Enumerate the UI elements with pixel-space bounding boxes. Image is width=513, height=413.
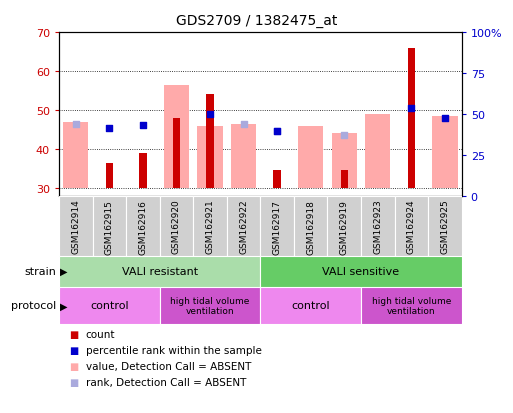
Text: GSM162922: GSM162922 <box>239 199 248 254</box>
Text: high tidal volume
ventilation: high tidal volume ventilation <box>170 296 250 315</box>
Text: rank, Detection Call = ABSENT: rank, Detection Call = ABSENT <box>86 377 246 387</box>
Text: GSM162920: GSM162920 <box>172 199 181 254</box>
Bar <box>273 171 281 188</box>
Bar <box>160 287 260 324</box>
Text: GSM162914: GSM162914 <box>71 199 80 254</box>
Text: strain: strain <box>25 266 56 277</box>
Text: VALI sensitive: VALI sensitive <box>323 266 400 277</box>
Bar <box>227 196 260 256</box>
Bar <box>365 114 390 188</box>
Bar <box>92 196 126 256</box>
Point <box>139 122 147 129</box>
Bar <box>260 256 462 287</box>
Bar <box>294 196 327 256</box>
Text: protocol: protocol <box>11 301 56 311</box>
Bar <box>327 196 361 256</box>
Text: percentile rank within the sample: percentile rank within the sample <box>86 345 262 355</box>
Bar <box>193 196 227 256</box>
Bar <box>361 196 394 256</box>
Text: ■: ■ <box>69 377 78 387</box>
Text: GSM162919: GSM162919 <box>340 199 349 254</box>
Point <box>72 121 80 128</box>
Bar <box>341 171 348 188</box>
Text: GDS2709 / 1382475_at: GDS2709 / 1382475_at <box>176 14 337 28</box>
Point <box>273 129 281 135</box>
Bar <box>160 196 193 256</box>
Point <box>407 105 416 112</box>
Text: GSM162925: GSM162925 <box>441 199 449 254</box>
Text: GSM162917: GSM162917 <box>272 199 282 254</box>
Text: ▶: ▶ <box>60 301 68 311</box>
Bar <box>231 124 256 188</box>
Text: GSM162916: GSM162916 <box>139 199 147 254</box>
Point <box>273 129 281 135</box>
Text: ■: ■ <box>69 361 78 371</box>
Text: GSM162923: GSM162923 <box>373 199 382 254</box>
Bar <box>394 196 428 256</box>
Point <box>206 111 214 118</box>
Text: VALI resistant: VALI resistant <box>122 266 198 277</box>
Bar <box>432 116 458 188</box>
Text: high tidal volume
ventilation: high tidal volume ventilation <box>372 296 451 315</box>
Bar <box>173 119 180 188</box>
Point <box>441 115 449 122</box>
Bar <box>59 196 92 256</box>
Text: control: control <box>291 301 330 311</box>
Text: ■: ■ <box>69 345 78 355</box>
Bar <box>260 196 294 256</box>
Text: GSM162915: GSM162915 <box>105 199 114 254</box>
Bar <box>63 122 88 188</box>
Bar <box>126 196 160 256</box>
Text: GSM162918: GSM162918 <box>306 199 315 254</box>
Bar <box>59 287 160 324</box>
Text: ▶: ▶ <box>60 266 68 277</box>
Text: control: control <box>90 301 129 311</box>
Text: ■: ■ <box>69 330 78 339</box>
Bar <box>106 163 113 188</box>
Bar <box>428 196 462 256</box>
Text: GSM162924: GSM162924 <box>407 199 416 254</box>
Text: value, Detection Call = ABSENT: value, Detection Call = ABSENT <box>86 361 251 371</box>
Bar <box>361 287 462 324</box>
Bar <box>260 287 361 324</box>
Point <box>105 125 113 131</box>
Bar <box>332 133 357 188</box>
Bar <box>198 126 223 188</box>
Bar <box>139 154 147 188</box>
Point <box>240 121 248 128</box>
Text: count: count <box>86 330 115 339</box>
Bar <box>298 126 323 188</box>
Bar <box>59 256 260 287</box>
Point <box>340 133 348 139</box>
Bar <box>164 85 189 188</box>
Bar <box>408 49 415 188</box>
Bar <box>206 95 214 188</box>
Text: GSM162921: GSM162921 <box>206 199 214 254</box>
